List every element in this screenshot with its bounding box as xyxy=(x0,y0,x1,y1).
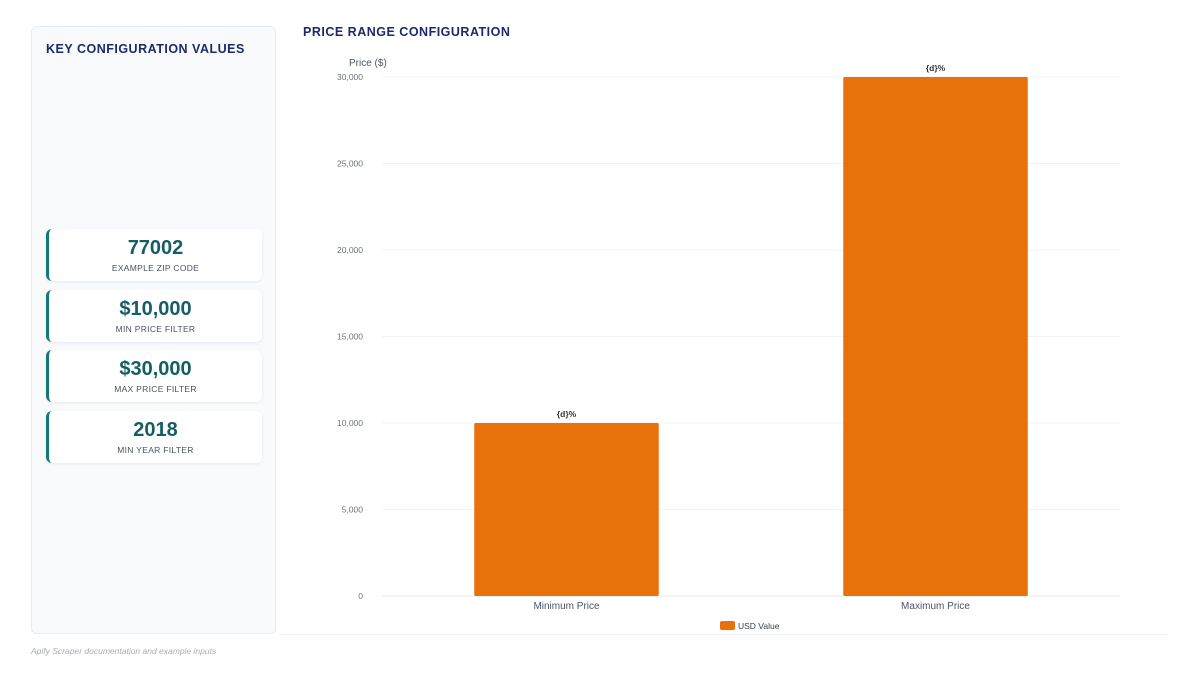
card-label: MIN YEAR FILTER xyxy=(117,444,194,455)
min-year-card: 2018 MIN YEAR FILTER xyxy=(46,410,262,463)
footer-note: Apify Scraper documentation and example … xyxy=(31,646,217,656)
y-tick-label: 10,000 xyxy=(337,418,363,428)
divider xyxy=(280,634,1168,635)
card-value: 2018 xyxy=(133,418,178,441)
config-card-list: 77002 EXAMPLE ZIP CODE $10,000 MIN PRICE… xyxy=(46,229,262,471)
y-tick-label: 20,000 xyxy=(337,245,363,255)
y-tick-label: 30,000 xyxy=(337,72,363,82)
card-value: 77002 xyxy=(127,237,184,259)
max-price-card: $30,000 MAX PRICE FILTER xyxy=(46,350,262,402)
min-price-card: $10,000 MIN PRICE FILTER xyxy=(46,289,262,342)
bar-minimum-price xyxy=(474,423,659,596)
card-label: EXAMPLE ZIP CODE xyxy=(111,263,200,273)
chart-title: PRICE RANGE CONFIGURATION xyxy=(303,25,511,39)
x-tick-label: Minimum Price xyxy=(533,601,600,612)
y-tick-label: 25,000 xyxy=(337,159,363,169)
y-axis-title: Price ($) xyxy=(349,58,387,69)
x-tick-label: Maximum Price xyxy=(901,601,970,612)
y-tick-label: 15,000 xyxy=(337,332,363,342)
data-label: {d}% xyxy=(557,409,577,419)
bar-maximum-price xyxy=(843,77,1028,596)
data-label: {d}% xyxy=(926,63,946,73)
zip-code-card: 77002 EXAMPLE ZIP CODE xyxy=(46,229,262,281)
y-tick-label: 0 xyxy=(358,591,363,601)
card-label: MAX PRICE FILTER xyxy=(114,384,197,394)
card-value: $30,000 xyxy=(119,358,192,380)
price-range-chart: 0 5,000 10,000 15,000 20,000 25,000 30,000 Pric… xyxy=(337,58,1120,631)
config-panel: KEY CONFIGURATION VALUES 77002 EXAMPLE Z… xyxy=(31,26,276,634)
config-panel-title: KEY CONFIGURATION VALUES xyxy=(46,42,245,56)
legend-swatch xyxy=(720,621,735,630)
y-tick-label: 5,000 xyxy=(342,505,364,515)
legend-label: USD Value xyxy=(738,621,780,631)
card-label: MIN PRICE FILTER xyxy=(115,323,196,334)
card-value: $10,000 xyxy=(119,297,192,320)
